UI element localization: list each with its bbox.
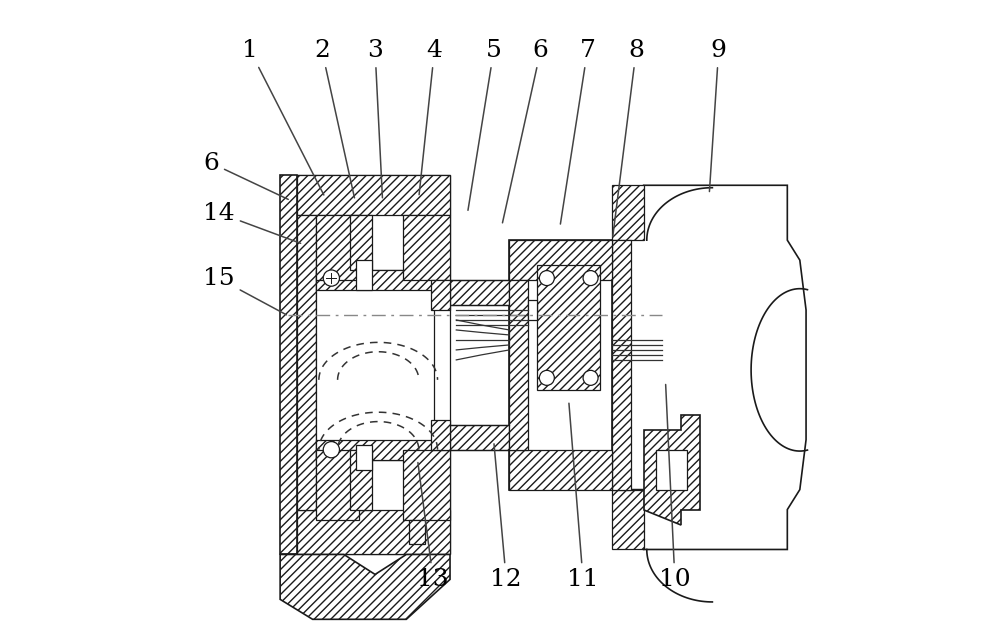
Polygon shape	[280, 175, 297, 555]
Polygon shape	[316, 215, 359, 280]
Text: 10: 10	[659, 384, 691, 591]
Polygon shape	[297, 175, 450, 215]
Polygon shape	[537, 265, 600, 390]
Polygon shape	[528, 300, 537, 320]
Polygon shape	[612, 240, 631, 490]
Polygon shape	[431, 280, 450, 310]
Circle shape	[539, 270, 554, 285]
Text: 3: 3	[367, 39, 383, 198]
Polygon shape	[350, 449, 372, 510]
Polygon shape	[403, 449, 450, 520]
Polygon shape	[612, 185, 644, 240]
Text: 8: 8	[613, 39, 644, 237]
Circle shape	[323, 270, 339, 286]
Circle shape	[583, 371, 598, 386]
Polygon shape	[316, 270, 434, 459]
Polygon shape	[350, 215, 372, 270]
Polygon shape	[297, 510, 450, 555]
Polygon shape	[409, 520, 425, 545]
Text: 6: 6	[203, 151, 288, 200]
Polygon shape	[356, 444, 372, 470]
Polygon shape	[316, 270, 434, 290]
Text: 4: 4	[419, 39, 442, 195]
Text: 7: 7	[560, 39, 595, 224]
Polygon shape	[656, 449, 687, 490]
Polygon shape	[280, 555, 450, 619]
Polygon shape	[450, 280, 509, 305]
Text: 9: 9	[709, 39, 727, 192]
Text: 6: 6	[502, 39, 549, 223]
Text: 14: 14	[203, 202, 301, 244]
Polygon shape	[509, 449, 612, 490]
Polygon shape	[316, 439, 434, 459]
Polygon shape	[450, 425, 509, 449]
Text: 13: 13	[417, 463, 449, 591]
Polygon shape	[297, 215, 316, 510]
Circle shape	[583, 270, 598, 285]
Circle shape	[323, 441, 339, 458]
Polygon shape	[356, 260, 372, 290]
Circle shape	[539, 371, 554, 386]
Polygon shape	[509, 240, 612, 490]
Polygon shape	[316, 449, 359, 520]
Text: 1: 1	[242, 39, 324, 195]
Polygon shape	[612, 185, 806, 550]
Polygon shape	[403, 215, 450, 280]
Text: 5: 5	[468, 39, 502, 210]
Polygon shape	[297, 175, 450, 555]
Polygon shape	[509, 280, 528, 449]
Polygon shape	[509, 240, 612, 280]
Polygon shape	[612, 490, 644, 550]
Polygon shape	[431, 420, 450, 449]
Text: 15: 15	[203, 267, 286, 315]
Text: 12: 12	[490, 444, 522, 591]
Polygon shape	[644, 415, 700, 525]
Text: 11: 11	[567, 403, 599, 591]
Text: 2: 2	[314, 39, 354, 198]
